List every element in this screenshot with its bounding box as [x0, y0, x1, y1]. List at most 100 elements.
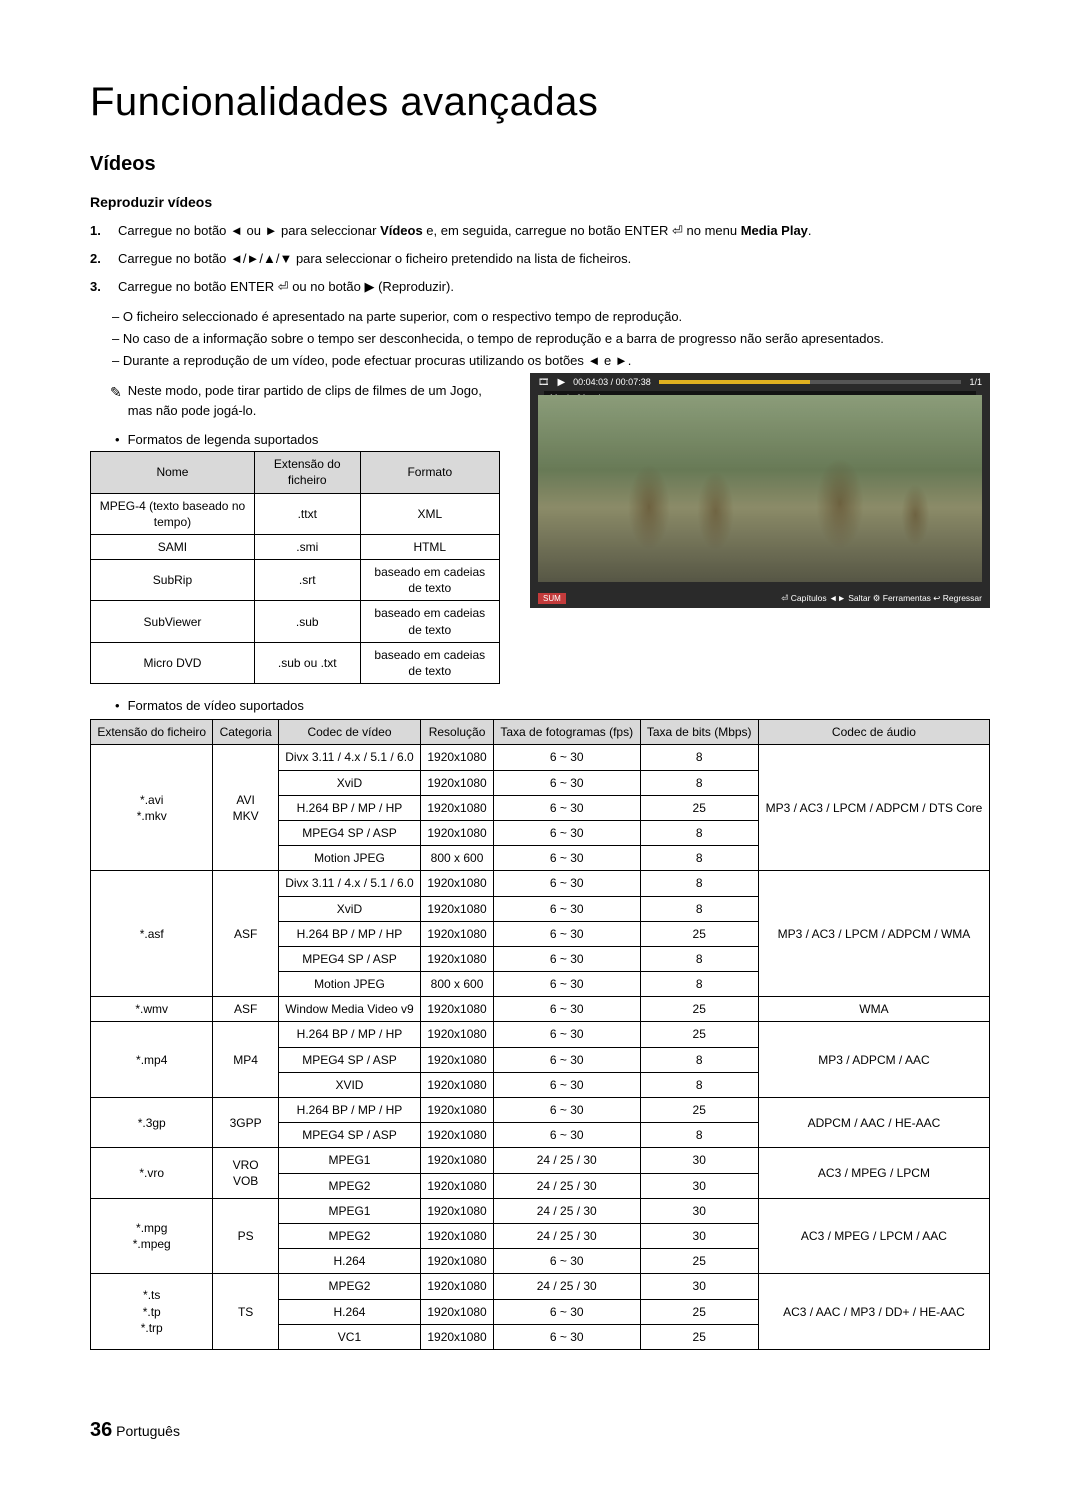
video-row: *.ts *.tp *.trpTSMPEG21920x108024 / 25 /… [91, 1274, 990, 1299]
video-cell: 6 ~ 30 [493, 997, 640, 1022]
video-cell: MPEG1 [278, 1148, 420, 1173]
legend-cell: SAMI [91, 534, 255, 559]
video-cell: 24 / 25 / 30 [493, 1173, 640, 1198]
step-num: 3. [90, 276, 108, 298]
video-cell: 6 ~ 30 [493, 1299, 640, 1324]
video-cell: H.264 [278, 1249, 420, 1274]
legend-heading: Formatos de legenda suportados [90, 432, 500, 447]
step-1: 1. Carregue no botão ◄ ou ► para selecci… [90, 220, 990, 242]
video-cell: Motion JPEG [278, 972, 420, 997]
legend-row: MPEG-4 (texto baseado no tempo).ttxtXML [91, 493, 500, 534]
video-cell: MPEG2 [278, 1274, 420, 1299]
video-cell: 1920x1080 [421, 997, 494, 1022]
step-2: 2. Carregue no botão ◄/►/▲/▼ para selecc… [90, 248, 990, 270]
video-cell: 25 [640, 1324, 758, 1349]
video-cell: MPEG2 [278, 1223, 420, 1248]
video-cell: 25 [640, 1098, 758, 1123]
legend-cell: .srt [254, 560, 360, 601]
video-cell: 30 [640, 1274, 758, 1299]
video-cell: 8 [640, 1072, 758, 1097]
video-cell: Divx 3.11 / 4.x / 5.1 / 6.0 [278, 745, 420, 770]
video-cell: 1920x1080 [421, 795, 494, 820]
legend-row: SAMI.smiHTML [91, 534, 500, 559]
video-ext-cell: *.mpg *.mpeg [91, 1198, 213, 1274]
video-cell: 24 / 25 / 30 [493, 1274, 640, 1299]
video-formats-table: Extensão do ficheiroCategoriaCodec de ví… [90, 719, 990, 1350]
section-title: Vídeos [90, 153, 990, 176]
video-cell: XviD [278, 770, 420, 795]
video-thumbnail [538, 395, 982, 582]
legend-cell: Micro DVD [91, 642, 255, 683]
step-text-part: . [808, 223, 812, 238]
video-cell: 8 [640, 820, 758, 845]
video-cell: 6 ~ 30 [493, 1022, 640, 1047]
video-cell: 25 [640, 795, 758, 820]
video-cat-cell: 3GPP [213, 1098, 278, 1148]
sub-note: No caso de a informação sobre o tempo se… [130, 328, 990, 350]
video-cell: 8 [640, 745, 758, 770]
video-cell: 1920x1080 [421, 1299, 494, 1324]
note-icon: ✎ [110, 381, 122, 423]
video-th: Codec de áudio [758, 720, 989, 745]
video-cell: 6 ~ 30 [493, 745, 640, 770]
step-text: Carregue no botão ◄/►/▲/▼ para seleccion… [118, 248, 631, 270]
legend-cell: .sub [254, 601, 360, 642]
video-heading: Formatos de vídeo suportados [90, 698, 990, 713]
video-cat-cell: TS [213, 1274, 278, 1350]
video-cell: 1920x1080 [421, 896, 494, 921]
video-cat-cell: ASF [213, 997, 278, 1022]
video-cell: MPEG1 [278, 1198, 420, 1223]
film-icon: 🎞 [538, 377, 549, 388]
vp-time: 00:04:03 / 00:07:38 [573, 377, 651, 387]
video-ext-cell: *.3gp [91, 1098, 213, 1148]
video-ext-cell: *.avi *.mkv [91, 745, 213, 871]
video-cell: 25 [640, 1249, 758, 1274]
video-cell: 800 x 600 [421, 846, 494, 871]
video-audio-cell: MP3 / ADPCM / AAC [758, 1022, 989, 1098]
vp-bottom-bar: SUM ⏎ Capítulos ◄► Saltar ⚙ Ferramentas … [538, 593, 982, 604]
video-cell: 6 ~ 30 [493, 946, 640, 971]
vp-progress-bar [659, 380, 962, 384]
video-row: *.3gp3GPPH.264 BP / MP / HP1920x10806 ~ … [91, 1098, 990, 1123]
note-text: Neste modo, pode tirar partido de clips … [128, 381, 500, 423]
video-cell: 6 ~ 30 [493, 795, 640, 820]
sub-heading: Reproduzir vídeos [90, 194, 990, 210]
video-ext-cell: *.wmv [91, 997, 213, 1022]
legend-cell: HTML [360, 534, 499, 559]
video-cell: 8 [640, 896, 758, 921]
video-cell: 1920x1080 [421, 1123, 494, 1148]
step-text: Carregue no botão ENTER ⏎ ou no botão ▶ … [118, 276, 454, 298]
step-num: 1. [90, 220, 108, 242]
video-ext-cell: *.asf [91, 871, 213, 997]
video-cell: H.264 BP / MP / HP [278, 795, 420, 820]
sub-notes: O ficheiro seleccionado é apresentado na… [90, 306, 990, 372]
video-cell: 30 [640, 1173, 758, 1198]
video-row: *.mpg *.mpegPSMPEG11920x108024 / 25 / 30… [91, 1198, 990, 1223]
video-cell: 1920x1080 [421, 770, 494, 795]
video-cat-cell: MP4 [213, 1022, 278, 1098]
vp-counter: 1/1 [969, 377, 982, 387]
video-cell: Motion JPEG [278, 846, 420, 871]
video-cell: VC1 [278, 1324, 420, 1349]
sub-note: Durante a reprodução de um vídeo, pode e… [130, 350, 990, 372]
video-cell: Divx 3.11 / 4.x / 5.1 / 6.0 [278, 871, 420, 896]
video-row: *.asfASFDivx 3.11 / 4.x / 5.1 / 6.01920x… [91, 871, 990, 896]
video-cat-cell: ASF [213, 871, 278, 997]
video-th: Extensão do ficheiro [91, 720, 213, 745]
legend-cell: baseado em cadeias de texto [360, 642, 499, 683]
video-cell: 6 ~ 30 [493, 1098, 640, 1123]
legend-heading-text: Formatos de legenda suportados [128, 432, 319, 447]
video-cell: MPEG4 SP / ASP [278, 1047, 420, 1072]
legend-cell: .ttxt [254, 493, 360, 534]
video-cell: 1920x1080 [421, 1072, 494, 1097]
video-cell: 1920x1080 [421, 1047, 494, 1072]
video-cell: 6 ~ 30 [493, 1249, 640, 1274]
note: ✎ Neste modo, pode tirar partido de clip… [90, 381, 500, 423]
video-cell: 8 [640, 972, 758, 997]
video-cell: 8 [640, 1123, 758, 1148]
step-text: Carregue no botão ◄ ou ► para selecciona… [118, 220, 812, 242]
page-number: 36 [90, 1419, 112, 1441]
video-audio-cell: AC3 / MPEG / LPCM [758, 1148, 989, 1198]
video-audio-cell: AC3 / AAC / MP3 / DD+ / HE-AAC [758, 1274, 989, 1350]
video-cell: 6 ~ 30 [493, 1324, 640, 1349]
